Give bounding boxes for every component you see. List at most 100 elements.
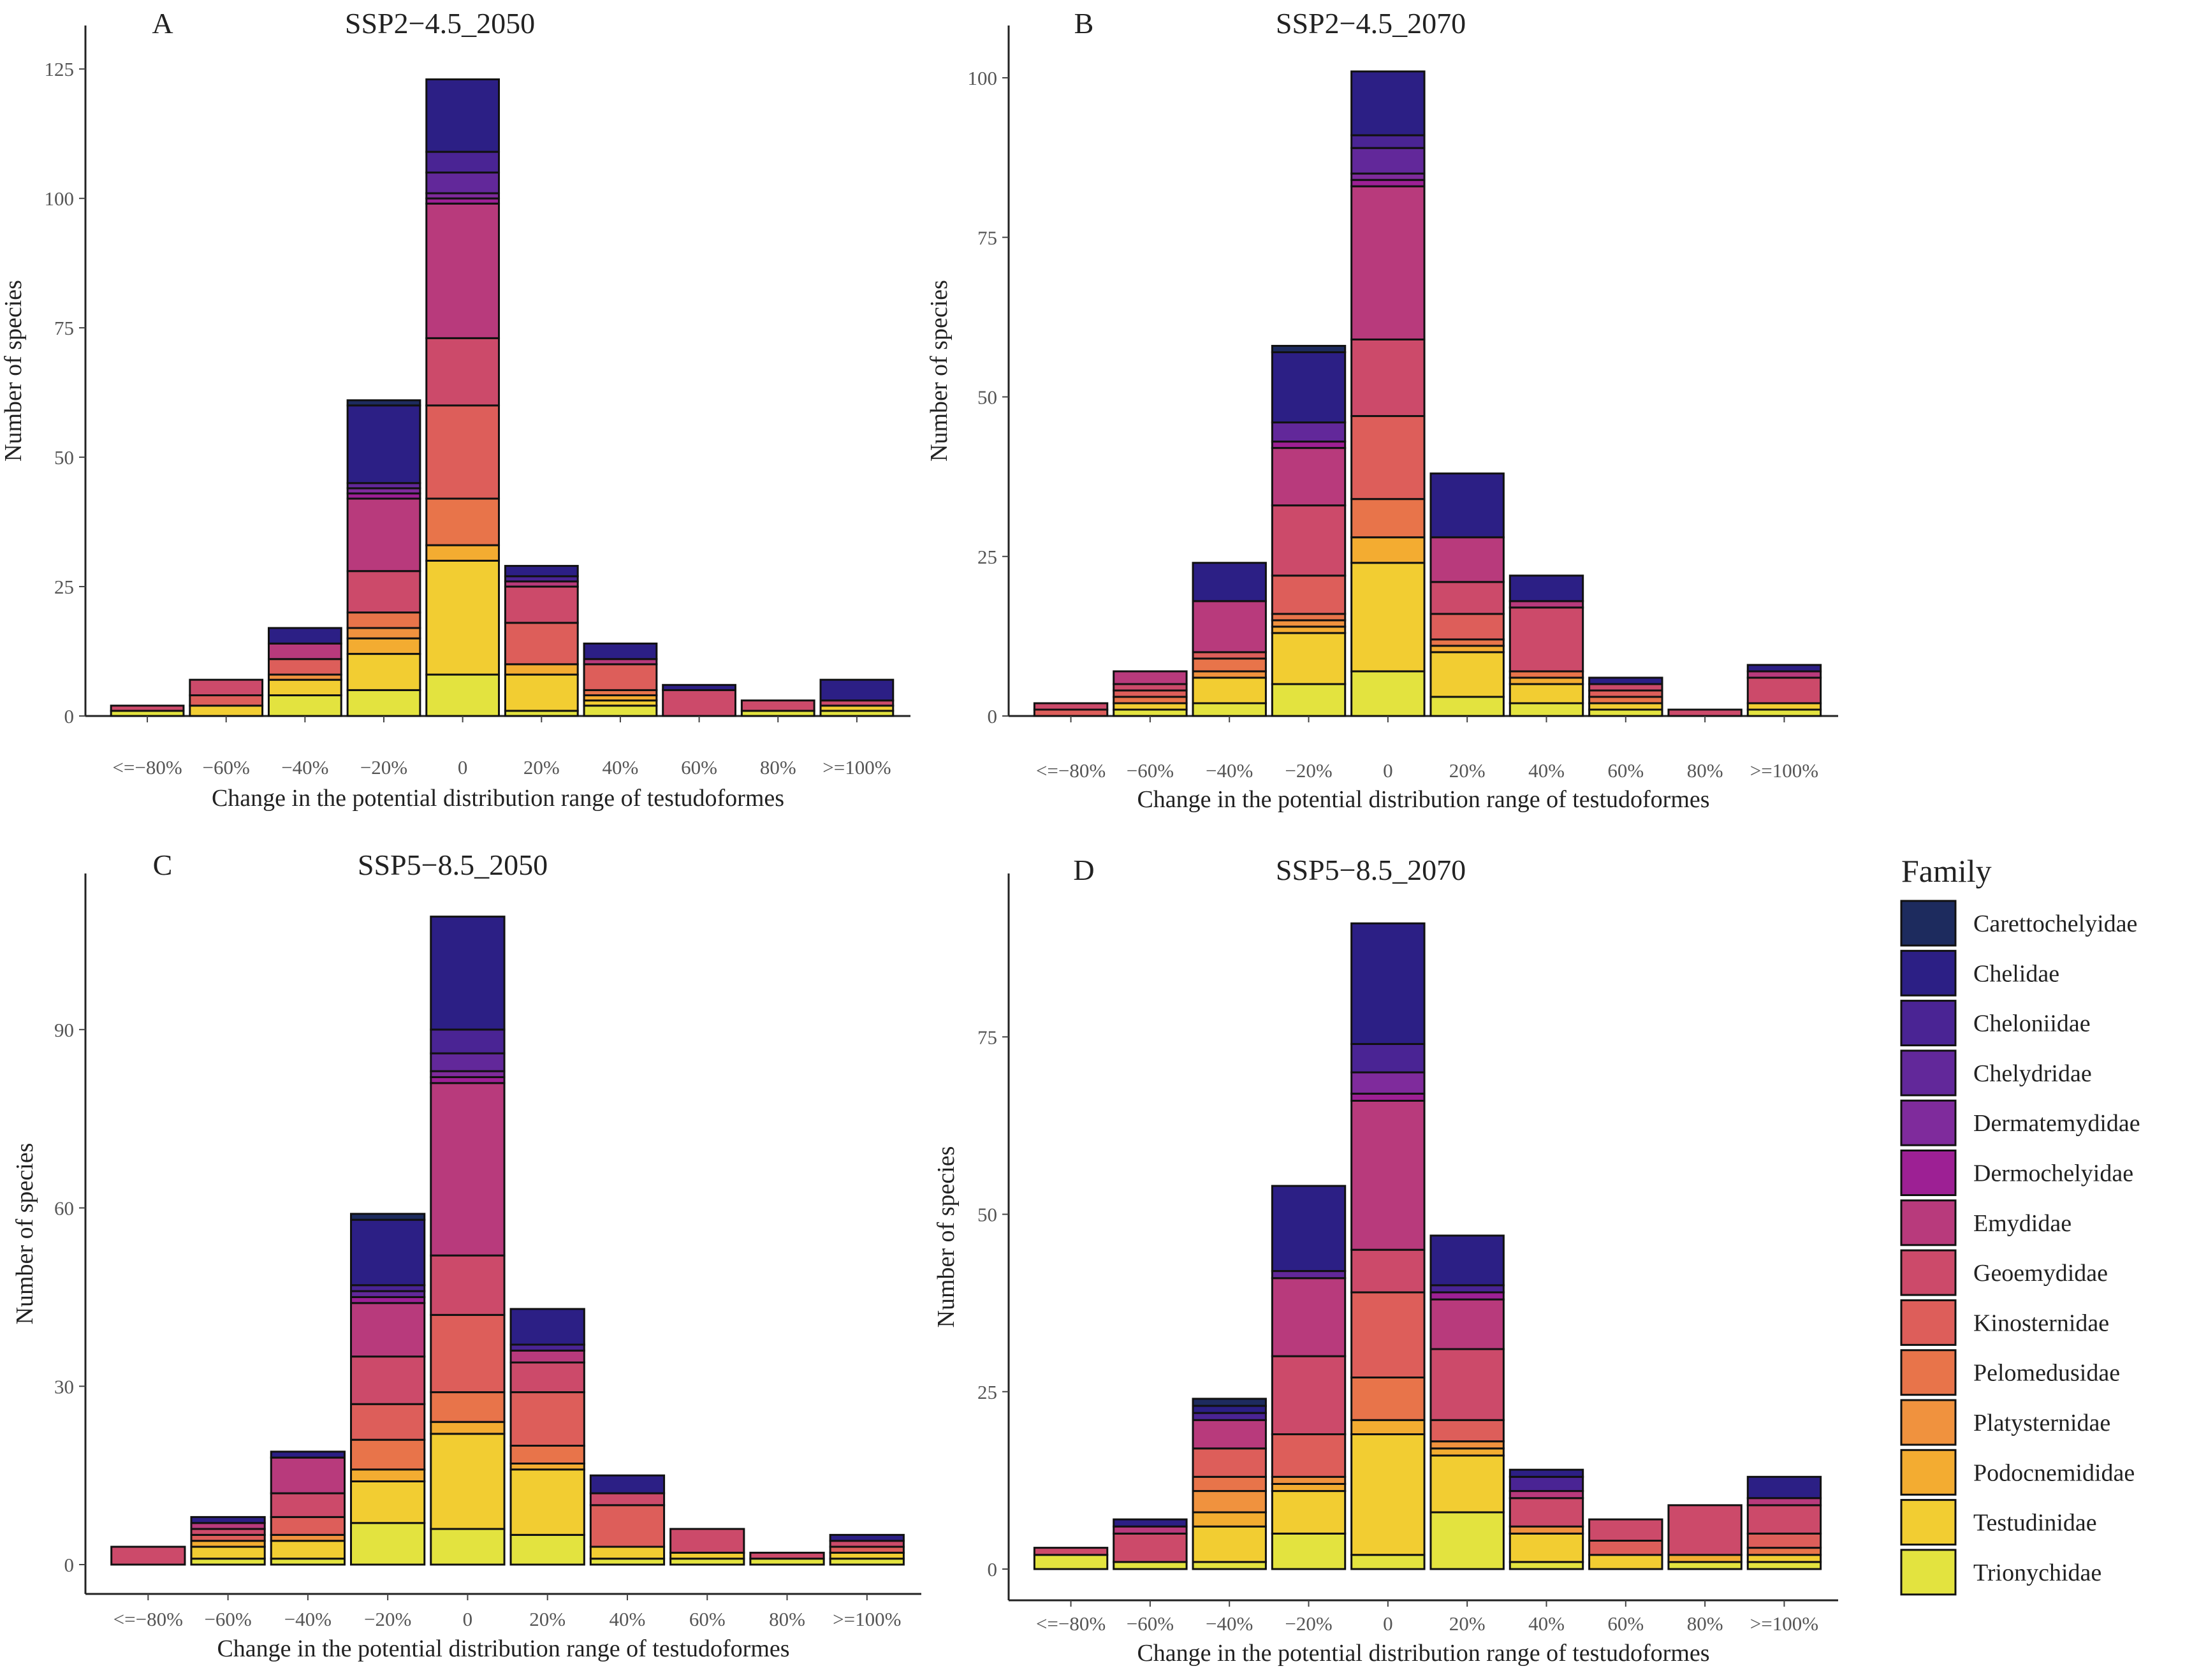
bar-segment-chelidae <box>819 678 895 702</box>
bar-40 <box>270 1450 346 1566</box>
bar-segment-trionychidae <box>350 1522 426 1566</box>
bar-segment-podocnemididae <box>1350 1419 1426 1436</box>
panel-letter: A <box>152 7 173 40</box>
bar-80 <box>1033 702 1109 717</box>
legend-swatch <box>1900 1099 1957 1146</box>
y-tick-label: 25 <box>977 546 997 568</box>
bar-segment-emydidae <box>1192 600 1267 654</box>
bar-segment-emydidae <box>1509 1490 1584 1500</box>
bar-40 <box>1509 1468 1584 1570</box>
x-tick-label: 60% <box>681 756 717 778</box>
y-tick-label: 75 <box>977 226 997 249</box>
bar-segment-chelidae <box>662 683 736 691</box>
bar-segment-kinosternidae <box>1429 1419 1505 1443</box>
legend-swatch <box>1900 1549 1957 1596</box>
legend-swatch <box>1900 1449 1957 1496</box>
legend-swatch <box>1900 1299 1957 1346</box>
bar-segment-geoemydidae <box>1113 683 1188 692</box>
x-tick-label: 20% <box>529 1608 566 1630</box>
bar-segment-geoemydidae <box>1509 606 1584 673</box>
bar-segment-kinosternidae <box>1192 651 1267 660</box>
bar-segment-dermochelyidae <box>1429 1291 1505 1301</box>
legend-label: Podocnemididae <box>1973 1459 2135 1486</box>
bar-segment-chelydridae <box>1350 147 1426 175</box>
legend-swatch <box>1900 1249 1957 1296</box>
panel-title: SSP5−8.5_2070 <box>1276 854 1466 886</box>
bar-segment-platysternidae <box>346 627 421 639</box>
bar-60 <box>189 678 264 717</box>
x-axis-title: Change in the potential distribution ran… <box>212 785 784 812</box>
bar-segment-geoemydidae <box>1667 708 1743 717</box>
bar-20 <box>1271 344 1347 717</box>
bar-segment-trionychidae <box>1746 708 1822 717</box>
y-tick-label: 0 <box>988 705 998 727</box>
legend-item-platysternidae: Platysternidae <box>1900 1399 2110 1446</box>
x-tick-label: >=100% <box>1750 759 1818 782</box>
bar-segment-geoemydidae <box>110 1545 186 1566</box>
bar-20 <box>1429 472 1505 717</box>
bar-segment-geoemydidae <box>1271 504 1347 577</box>
bar-0 <box>1350 922 1426 1570</box>
bar-segment-geoemydidae <box>270 1492 346 1518</box>
bar-segment-geoemydidae <box>1588 683 1663 692</box>
x-tick-label: −60% <box>204 1608 251 1630</box>
bar-segment-carettochelyidae <box>350 1213 426 1221</box>
bar-segment-emydidae <box>1350 1099 1426 1251</box>
y-axis-title: Number of species <box>933 1146 960 1328</box>
bar-segment-testudinidae <box>346 653 421 691</box>
bar-segment-geoemydidae <box>1429 1348 1505 1421</box>
bar-segment-testudinidae <box>1350 1433 1426 1556</box>
bar-segment-pelomedusidae <box>1350 498 1426 539</box>
bar-segment-chelidae <box>1746 664 1822 673</box>
legend-item-testudinidae: Testudinidae <box>1900 1499 2097 1546</box>
bar-segment-trionychidae <box>267 694 342 717</box>
bar-segment-kinosternidae <box>589 1504 666 1548</box>
y-tick-label: 100 <box>45 187 75 210</box>
bar-segment-chelydridae <box>425 172 501 194</box>
x-tick-label: 40% <box>603 756 639 778</box>
x-tick-label: 80% <box>1687 759 1723 782</box>
bar-segment-dermatemydidae <box>1350 172 1426 181</box>
legend-item-kinosternidae: Kinosternidae <box>1900 1299 2109 1346</box>
bar-segment-pelomedusidae <box>430 1391 506 1423</box>
bar-segment-geoemydidae <box>1350 1248 1426 1294</box>
bar-segment-chelydridae <box>430 1052 506 1072</box>
x-tick-label: >=100% <box>1750 1612 1818 1635</box>
y-tick-label: 50 <box>977 386 997 409</box>
legend-swatch <box>1900 1349 1957 1396</box>
bar-segment-trionychidae <box>1033 1554 1109 1570</box>
bar-segment-trionychidae <box>430 1528 506 1566</box>
bar-segment-cheloniidae <box>430 1028 506 1055</box>
x-tick-label: 40% <box>610 1608 646 1630</box>
bar-80 <box>1033 1547 1109 1570</box>
x-tick-label: 60% <box>689 1608 726 1630</box>
bar-80 <box>110 705 185 717</box>
bar-segment-chelidae <box>1429 1234 1505 1287</box>
y-axis-title: Number of species <box>0 280 27 462</box>
bar-segment-pelomedusidae <box>1746 1547 1822 1556</box>
bar-segment-trionychidae <box>1350 1554 1426 1570</box>
bar-segment-chelidae <box>1588 676 1663 685</box>
x-tick-label: −20% <box>360 756 407 778</box>
bar-segment-geoemydidae <box>589 1492 666 1507</box>
panel-a: 0 25 50 75 100 125 <=−80% −60% −40% −20% 0 20% 40% 60… <box>0 7 910 812</box>
bar-20 <box>504 565 579 717</box>
bar-60 <box>662 683 736 717</box>
bar-segment-trionychidae <box>1509 1561 1584 1570</box>
legend: Family Carettochelyidae Chelidae Cheloniid… <box>1900 853 2140 1596</box>
bar-segment-podocnemididae <box>350 1468 426 1482</box>
x-tick-label: 20% <box>523 756 560 778</box>
bar-segment-chelidae <box>829 1533 905 1542</box>
bar-segment-geoemydidae <box>1350 338 1426 418</box>
bar-segment-emydidae <box>1429 1298 1505 1350</box>
bar-80 <box>749 1551 825 1566</box>
bar-segment-testudinidae <box>1271 632 1347 685</box>
bar-60 <box>669 1528 745 1566</box>
x-axis-title: Change in the potential distribution ran… <box>1137 1640 1709 1667</box>
bar-segment-emydidae <box>1429 536 1505 583</box>
bar-segment-testudinidae <box>1509 683 1584 705</box>
bar-segment-kinosternidae <box>270 1516 346 1536</box>
bar-segment-trionychidae <box>1113 1561 1188 1570</box>
x-tick-label: −60% <box>203 756 250 778</box>
bar-segment-testudinidae <box>1350 562 1426 673</box>
